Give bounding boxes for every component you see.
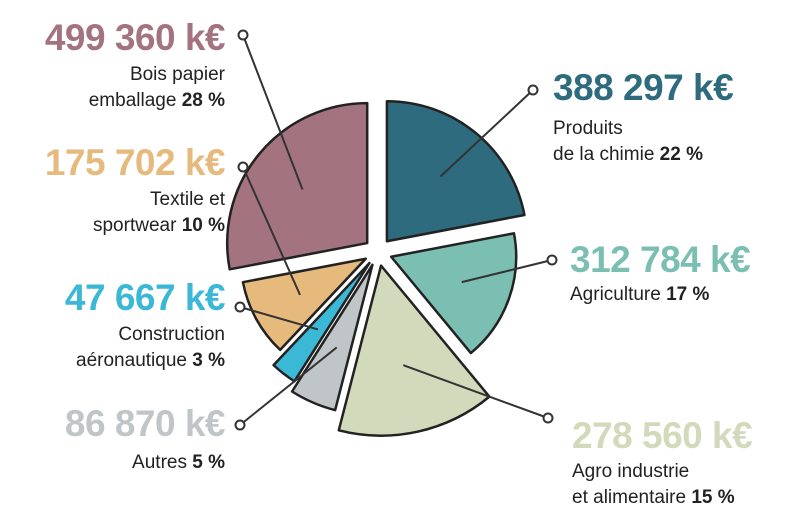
leader-dot — [234, 419, 246, 431]
leader-line — [439, 89, 534, 178]
category-label: Autres 5 % — [132, 452, 225, 473]
pie-slice — [290, 263, 374, 412]
category-label: Agro industrie — [572, 461, 689, 482]
share-label: 15 % — [691, 487, 734, 507]
category-line: de la chimie — [553, 144, 654, 165]
category-line: Agriculture — [570, 284, 661, 305]
pie-slice — [389, 232, 518, 355]
category-line: aéronautique — [76, 350, 187, 371]
share-label: 3 % — [192, 350, 225, 371]
category-line: et alimentaire — [572, 487, 686, 507]
category-line: Construction — [118, 324, 225, 345]
leader-line — [239, 346, 338, 426]
share-label: 28 % — [182, 90, 225, 111]
category-line: emballage — [89, 90, 177, 111]
pie-slice — [385, 99, 526, 243]
share-label: 22 % — [660, 144, 703, 165]
amount-label: 278 560 k€ — [572, 415, 752, 456]
category-line: Bois papier — [130, 64, 226, 85]
category-line: Textile et — [150, 189, 226, 210]
leader-line — [461, 259, 553, 284]
amount-label: 86 870 k€ — [65, 403, 225, 444]
leader-line — [242, 166, 301, 296]
leader-dot — [234, 301, 246, 313]
share-label: 10 % — [182, 215, 225, 236]
leader-dot — [237, 29, 249, 41]
category-label: de la chimie 22 % — [553, 144, 703, 165]
category-line: Produits — [553, 118, 623, 139]
leader-line — [402, 364, 549, 419]
category-label: emballage 28 % — [89, 90, 225, 111]
category-label: aéronautique 3 % — [76, 350, 225, 371]
share-label: 5 % — [192, 452, 225, 473]
amount-label: 47 667 k€ — [65, 277, 225, 318]
pie-slice — [241, 257, 367, 352]
amount-label: 312 784 k€ — [570, 239, 750, 280]
amount-label: 175 702 k€ — [45, 142, 225, 183]
pie-slice — [337, 264, 491, 437]
category-line: Autres — [132, 452, 187, 473]
leader-line — [239, 306, 319, 331]
category-label: Agriculture 17 % — [570, 284, 710, 305]
leader-dot — [546, 254, 558, 266]
leader-dot — [237, 161, 249, 173]
category-label: sportwear 10 % — [93, 215, 225, 236]
share-label: 17 % — [666, 284, 709, 305]
category-label: et alimentaire 15 % — [572, 487, 735, 507]
pie-slice — [225, 101, 369, 271]
category-line: sportwear — [93, 215, 177, 236]
category-label: Construction — [118, 324, 225, 345]
amount-label: 499 360 k€ — [45, 17, 225, 58]
category-label: Bois papier — [130, 64, 226, 85]
leader-dot — [527, 84, 539, 96]
category-line: Agro industrie — [572, 461, 689, 482]
category-label: Produits — [553, 118, 623, 139]
leader-line — [242, 34, 304, 190]
leader-dot — [542, 412, 554, 424]
category-label: Textile et — [150, 189, 226, 210]
amount-label: 388 297 k€ — [553, 67, 733, 108]
